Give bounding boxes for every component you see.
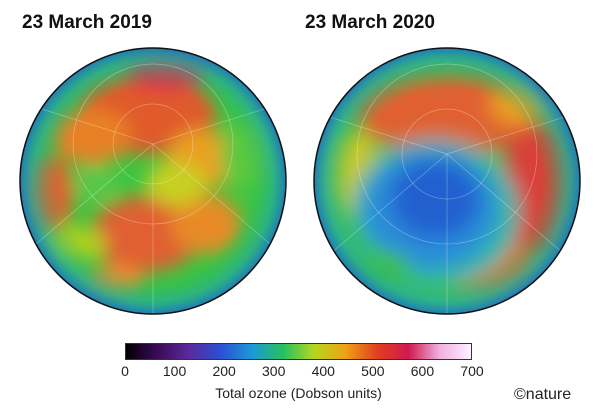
colorbar-tick-label: 0 <box>121 363 129 379</box>
title-2019: 23 March 2019 <box>22 12 152 33</box>
colorbar-tick-label: 700 <box>460 363 484 379</box>
title-2020: 23 March 2020 <box>305 12 435 33</box>
colorbar-tick-label: 500 <box>361 363 385 379</box>
colorbar-tick-label: 300 <box>262 363 286 379</box>
colorbar: 0 100 200 300 400 500 600 700 <box>121 343 484 381</box>
colorbar-tick-label: 200 <box>212 363 236 379</box>
nature-credit: ©nature <box>514 386 572 403</box>
colorbar-tick-label: 100 <box>162 363 187 379</box>
colorbar-gradient <box>125 343 472 360</box>
colorbar-label: Total ozone (Dobson units) <box>215 385 382 401</box>
ozone-map-2020 <box>313 47 581 315</box>
ozone-map-2019 <box>19 47 287 315</box>
colorbar-tick-label: 400 <box>311 363 335 379</box>
colorbar-ticks: 0 100 200 300 400 500 600 700 <box>121 363 484 381</box>
colorbar-tick-label: 600 <box>410 363 435 379</box>
